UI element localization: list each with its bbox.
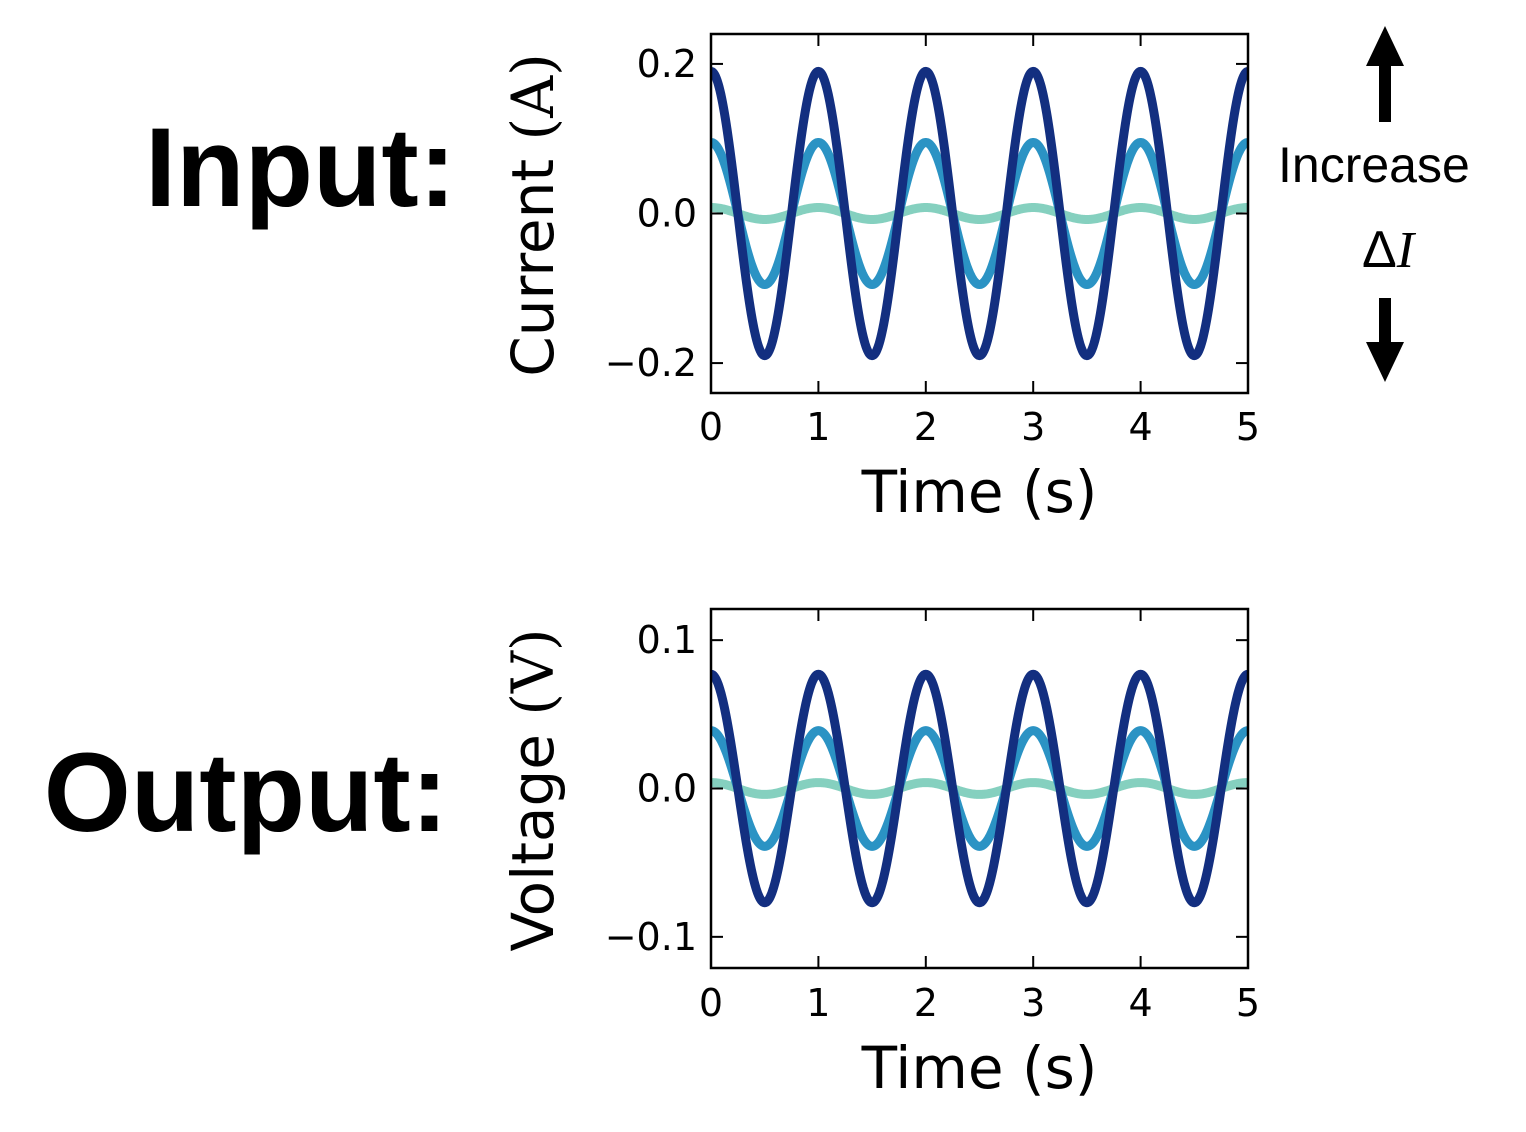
series-line-large bbox=[711, 669, 1248, 908]
x-tick-label: 5 bbox=[1236, 981, 1260, 1025]
series-line-large bbox=[711, 66, 1248, 361]
input-label: Input: bbox=[145, 105, 456, 230]
delta-variable: I bbox=[1396, 222, 1415, 279]
y-axis-label: Current (A) bbox=[499, 53, 567, 376]
x-tick-label: 1 bbox=[806, 981, 830, 1025]
y-axis-label-unit: (V) bbox=[499, 628, 567, 715]
y-axis-label-name: Voltage bbox=[499, 716, 567, 952]
y-axis-label-unit: (A) bbox=[499, 53, 567, 140]
x-tick-label: 4 bbox=[1129, 981, 1153, 1025]
series-group bbox=[711, 66, 1248, 361]
x-tick-label: 1 bbox=[806, 405, 830, 449]
increase-label: Increase bbox=[1278, 137, 1470, 193]
x-tick-label: 5 bbox=[1236, 405, 1260, 449]
x-tick-label: 2 bbox=[914, 981, 938, 1025]
series-line-medium bbox=[711, 137, 1248, 290]
x-tick-label: 2 bbox=[914, 405, 938, 449]
y-axis-label: Voltage (V) bbox=[499, 628, 567, 951]
y-tick-label: 0.2 bbox=[637, 42, 697, 86]
y-tick-label: 0.1 bbox=[637, 618, 697, 662]
x-tick-label: 3 bbox=[1021, 405, 1045, 449]
series-line-small bbox=[711, 778, 1248, 799]
delta-i-label: ΔI bbox=[1362, 220, 1414, 280]
series-line-medium bbox=[711, 726, 1248, 851]
y-tick-label: 0.0 bbox=[637, 767, 697, 811]
y-tick-label: −0.1 bbox=[605, 915, 697, 959]
y-tick-label: 0.0 bbox=[637, 192, 697, 236]
delta-symbol: Δ bbox=[1362, 221, 1397, 279]
up-arrow-icon bbox=[1366, 26, 1404, 122]
down-arrow-icon bbox=[1366, 298, 1404, 382]
x-tick-label: 4 bbox=[1129, 405, 1153, 449]
series-line-small bbox=[711, 203, 1248, 224]
series-group bbox=[711, 669, 1248, 908]
x-axis-label: Time (s) bbox=[861, 458, 1098, 526]
x-tick-label: 3 bbox=[1021, 981, 1045, 1025]
x-tick-label: 0 bbox=[699, 405, 723, 449]
y-axis-label-name: Current bbox=[499, 140, 567, 376]
x-axis-label: Time (s) bbox=[861, 1034, 1098, 1102]
x-tick-label: 0 bbox=[699, 981, 723, 1025]
y-tick-label: −0.2 bbox=[605, 341, 697, 385]
output-label: Output: bbox=[43, 730, 448, 855]
